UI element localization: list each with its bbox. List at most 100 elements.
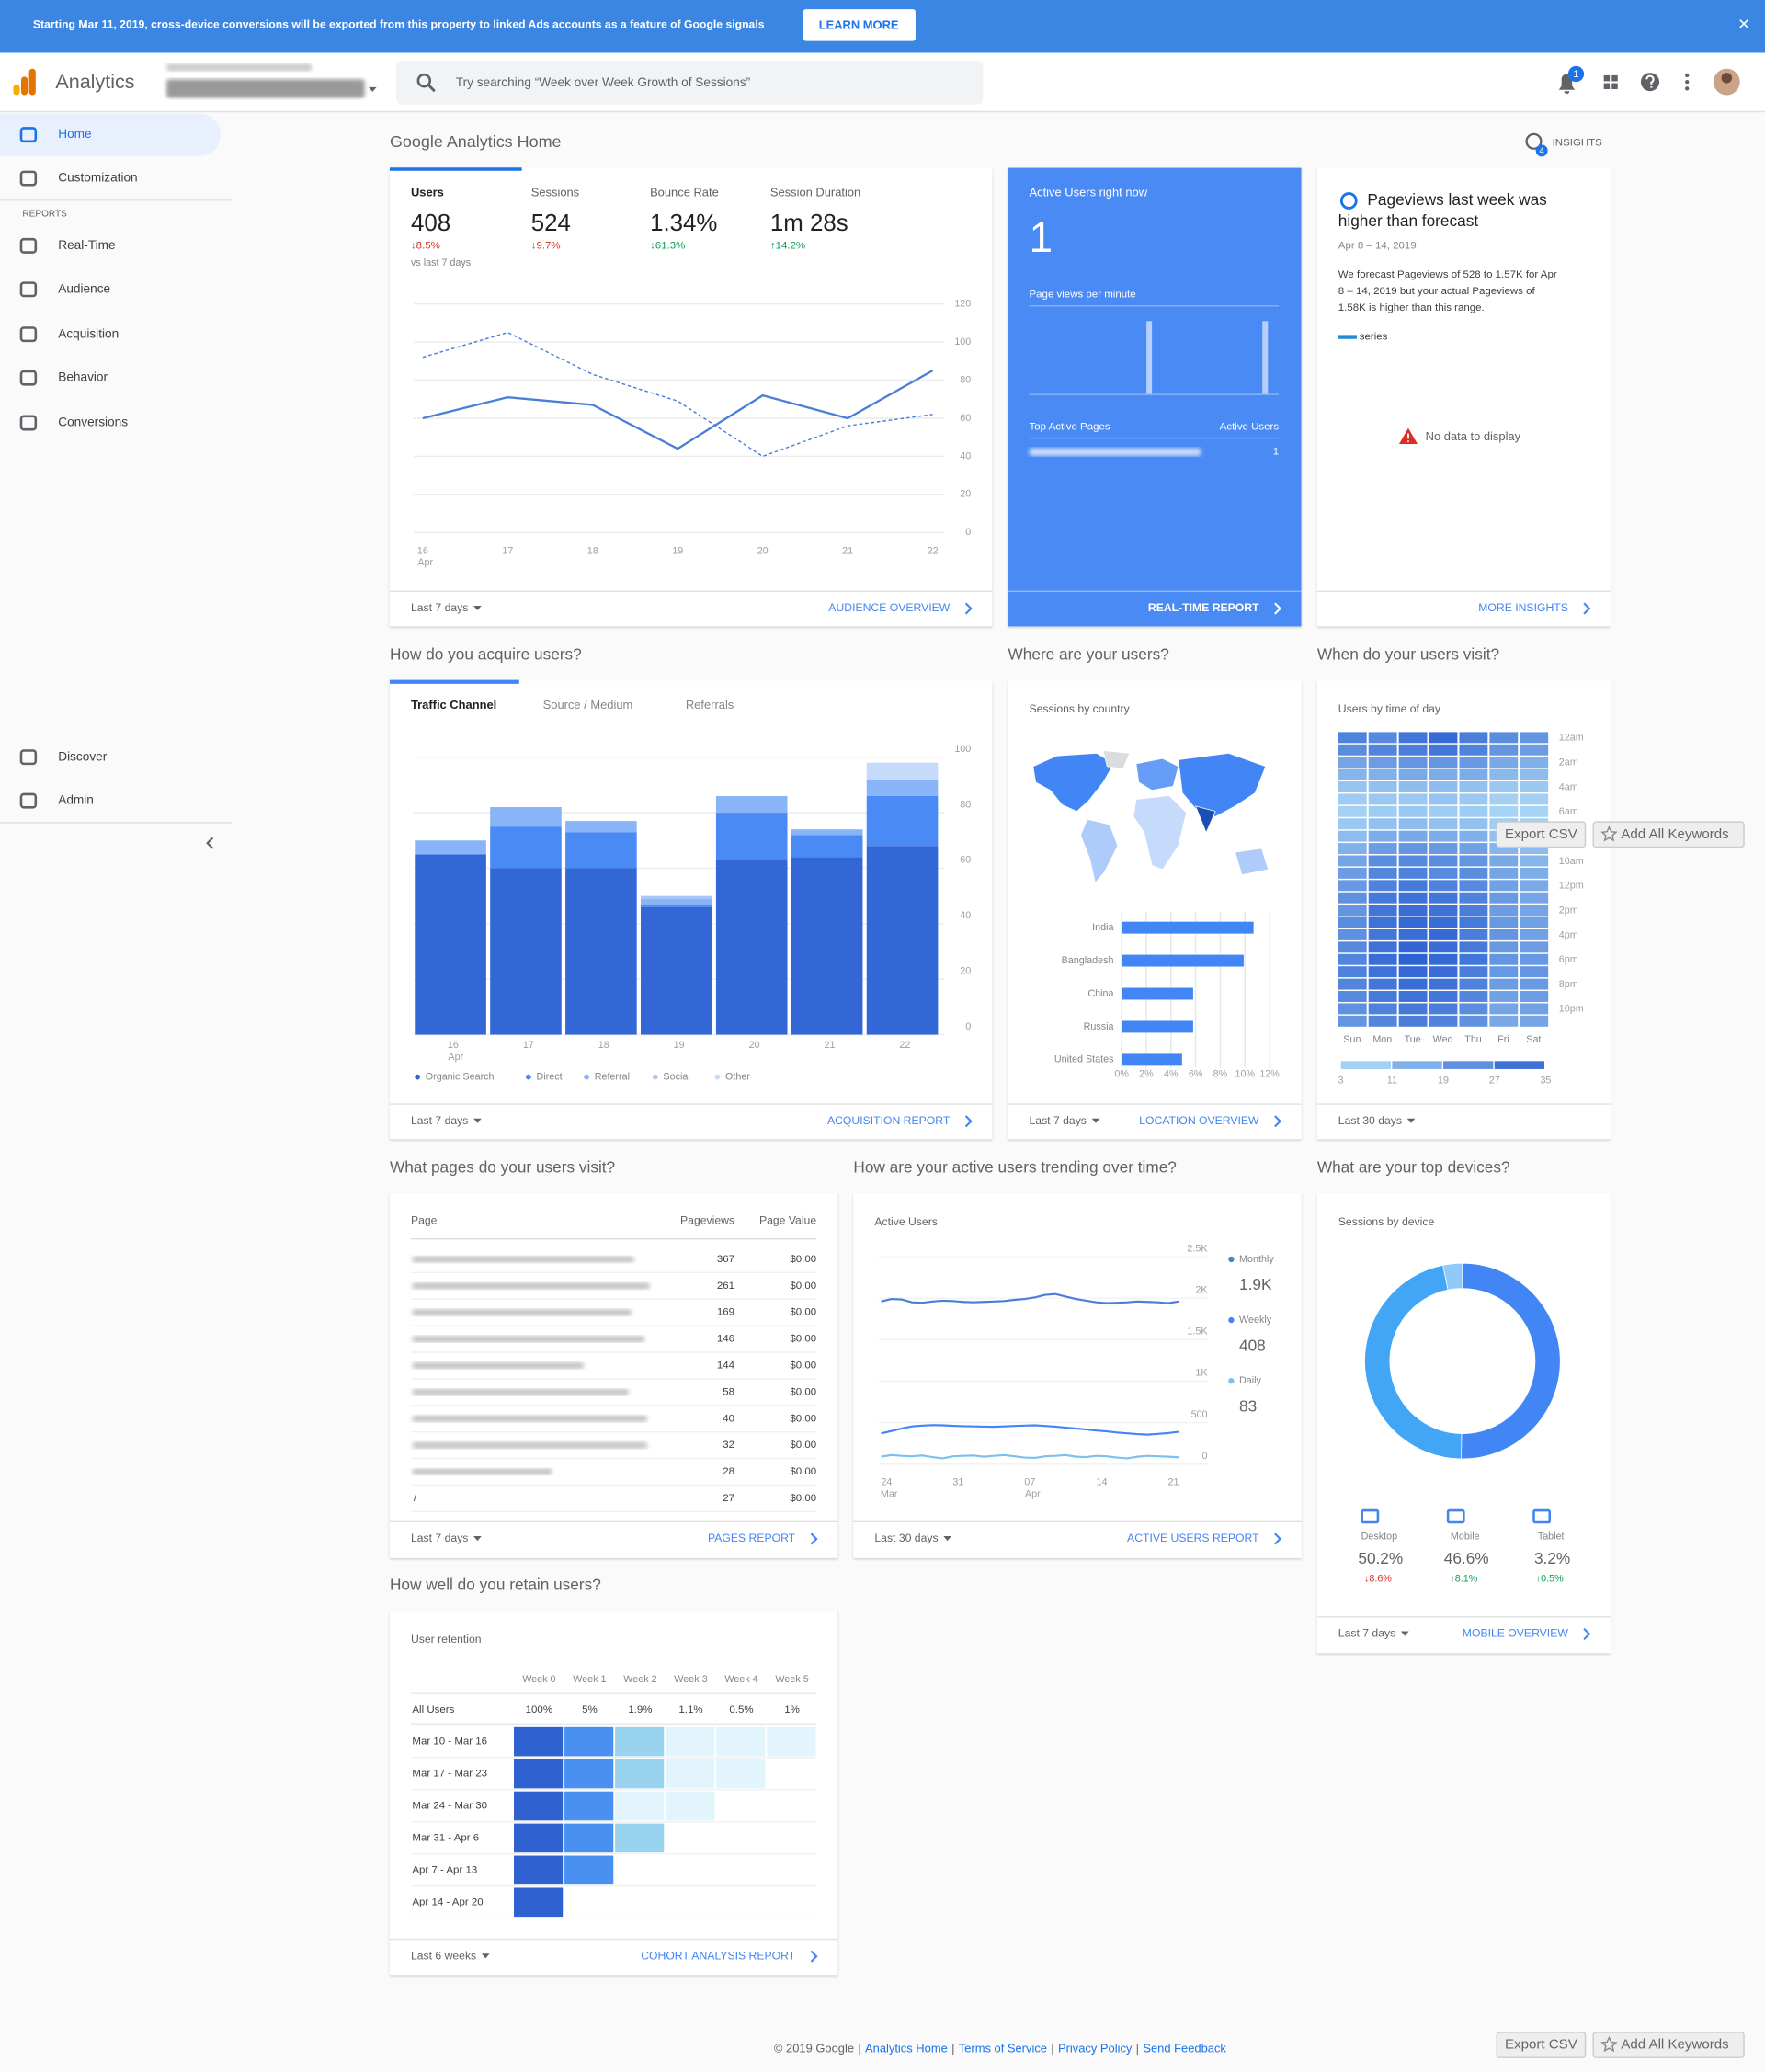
date-range[interactable]: Last 7 days [411,1531,468,1544]
heatmap-cell [1368,966,1397,978]
button-label[interactable]: Add All Keywords [1621,2037,1728,2053]
heatmap-cell [1338,916,1367,928]
search-box[interactable] [396,61,984,105]
date-range[interactable]: Last 7 days [411,1114,468,1127]
heatmap-cell [1338,855,1367,867]
row-label: Apr 7 - Apr 13 [412,1864,477,1875]
date-range[interactable]: Last 7 days [411,601,468,614]
nav-item[interactable]: Home [58,127,91,141]
metric-name[interactable]: Users [411,185,444,199]
report-link[interactable]: MOBILE OVERVIEW [1463,1627,1569,1640]
button-label[interactable]: Export CSV [1505,826,1577,842]
color-scale [1392,1061,1442,1069]
insights-button[interactable]: INSIGHTS [1553,137,1603,148]
heatmap-cell [1338,867,1367,879]
chevron[interactable] [964,1115,973,1128]
footer-link[interactable]: Analytics Home [865,2042,948,2055]
chevron[interactable] [810,1532,818,1545]
metric-name[interactable]: Sessions [531,185,579,199]
help-icon[interactable] [1640,73,1660,92]
metric-name[interactable]: Bounce Rate [650,185,719,199]
footer-link[interactable]: Terms of Service [959,2042,1047,2055]
cell-value: 28 [723,1466,734,1477]
date-range[interactable]: Last 30 days [874,1531,938,1544]
card [853,1193,1302,1558]
nav-item[interactable]: Acquisition [58,326,119,340]
chevron[interactable] [1274,1115,1282,1128]
report-link[interactable]: LOCATION OVERVIEW [1139,1114,1259,1127]
tab[interactable]: Source / Medium [543,698,633,712]
scale-tick-label: 35 [1540,1076,1551,1087]
metric-name[interactable]: Session Duration [770,185,860,199]
nav-item[interactable]: Admin [58,793,94,807]
chevron[interactable] [810,1950,818,1963]
section-title: Where are your users? [1008,645,1169,664]
keywords-button[interactable] [1592,821,1745,848]
date-range[interactable]: Last 7 days [1338,1627,1395,1640]
close-button[interactable]: × [1738,12,1750,35]
insights-icon[interactable] [1525,132,1543,150]
button-label[interactable]: Add All Keywords [1621,826,1728,842]
y-tick-label: 20 [960,965,971,976]
apps-icon[interactable] [1611,74,1618,82]
nav-highlight [0,113,221,156]
button-label[interactable]: LEARN MORE [819,17,899,31]
chevron[interactable] [1583,1627,1591,1640]
retention-cell [716,1759,766,1789]
heatmap-cell [1338,953,1367,965]
chevron[interactable] [1583,602,1591,615]
apps-icon[interactable] [1603,83,1611,90]
date-range[interactable]: Last 30 days [1338,1114,1402,1127]
more-icon[interactable] [1685,79,1690,85]
nav-item[interactable]: Customization [58,171,137,185]
nav-item[interactable]: Behavior [58,370,108,384]
y-tick-label: 10am [1559,856,1584,867]
more-icon[interactable] [1685,86,1690,91]
y-tick-label: India [1092,922,1113,933]
cell-value: 40 [723,1413,734,1424]
date-range[interactable]: Last 7 days [1030,1114,1087,1127]
map-region [1032,753,1114,813]
tab[interactable]: Traffic Channel [411,698,496,712]
nav-item[interactable]: Audience [58,281,110,295]
bar [1122,1020,1193,1033]
x-tick-label: 12% [1259,1069,1280,1080]
more-icon[interactable] [1685,73,1690,78]
button-label[interactable]: Export CSV [1505,2037,1577,2053]
metric-change: ↓8.5% [411,240,440,251]
export-button[interactable] [1496,821,1587,848]
report-link[interactable]: COHORT ANALYSIS REPORT [641,1949,795,1962]
learn-more-button[interactable] [803,9,916,41]
footer-link[interactable]: Send Feedback [1143,2042,1226,2055]
keywords-button[interactable] [1592,2032,1745,2058]
report-link[interactable]: PAGES REPORT [708,1531,796,1544]
heatmap-cell [1520,867,1549,879]
chevron[interactable] [1274,1532,1282,1545]
heatmap-cell [1398,978,1428,990]
report-link[interactable]: MORE INSIGHTS [1478,601,1568,614]
date-range[interactable]: Last 6 weeks [411,1949,476,1962]
heatmap-cell [1489,991,1519,1002]
export-button[interactable] [1496,2032,1587,2058]
tab[interactable]: Referrals [686,698,734,712]
nav-item[interactable]: Real-Time [58,238,115,252]
report-link[interactable]: ACQUISITION REPORT [827,1114,951,1127]
chevron[interactable] [1274,602,1282,615]
apps-icon[interactable] [1603,74,1611,82]
page-path[interactable]: / [414,1493,417,1504]
nav-item[interactable]: Discover [58,749,108,763]
report-link[interactable]: ACTIVE USERS REPORT [1127,1531,1259,1544]
heatmap-cell [1368,880,1397,892]
search-placeholder[interactable]: Try searching “Week over Week Growth of … [456,75,751,89]
x-tick-label: 22 [899,1040,910,1051]
collapse-button[interactable] [206,837,214,849]
footer-link[interactable]: Privacy Policy [1058,2042,1133,2055]
nav-item[interactable]: Conversions [58,416,128,429]
redacted-text [412,1468,552,1475]
report-link[interactable]: AUDIENCE OVERVIEW [828,601,950,614]
chevron[interactable] [964,602,973,615]
cell-value: $0.00 [790,1466,816,1477]
report-link[interactable]: REAL-TIME REPORT [1148,601,1259,614]
heatmap-cell [1398,818,1428,830]
apps-icon[interactable] [1611,83,1618,90]
